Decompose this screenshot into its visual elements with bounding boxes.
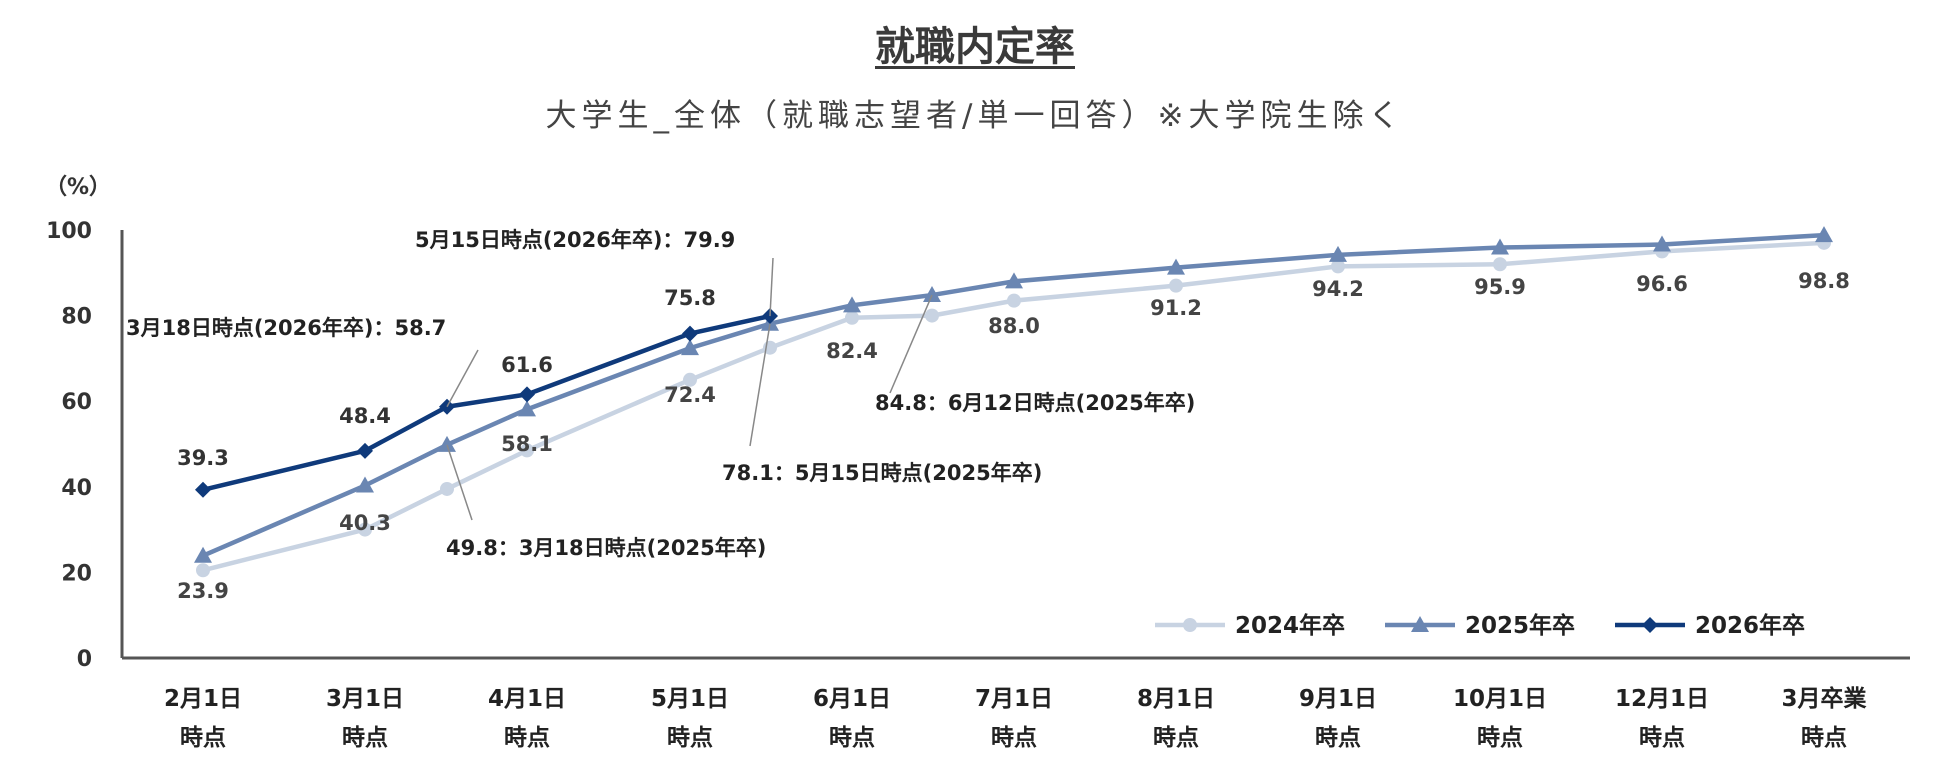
y-tick-label: 20 xyxy=(61,561,92,586)
data-label-2026: 61.6 xyxy=(501,353,553,377)
data-label-2024: 94.2 xyxy=(1312,277,1364,301)
data-point-2024年卒 xyxy=(358,522,372,537)
data-point-2024年卒 xyxy=(845,310,859,325)
data-point-2024年卒 xyxy=(520,443,534,458)
annotation-leader xyxy=(769,257,774,317)
y-tick-label: 0 xyxy=(77,647,92,672)
x-tick-label: 4月1日 xyxy=(488,686,566,712)
legend-label: 2025年卒 xyxy=(1465,612,1575,639)
data-label-2024: 40.3 xyxy=(339,511,391,535)
annotation-leader xyxy=(446,349,479,408)
data-point-2024年卒 xyxy=(925,308,939,323)
data-point-2024年卒 xyxy=(196,563,210,578)
data-point-2026年卒 xyxy=(357,442,373,459)
series-line-2026年卒 xyxy=(202,313,771,492)
data-point-2025年卒 xyxy=(518,400,536,417)
data-point-2024年卒 xyxy=(1007,293,1021,308)
annotation-leader xyxy=(446,444,473,521)
data-point-2025年卒 xyxy=(194,546,212,563)
x-tick-label-sub: 時点 xyxy=(1153,725,1199,751)
chart-title: 就職内定率 xyxy=(875,24,1075,70)
data-label-2024: 82.4 xyxy=(826,339,878,363)
data-point-2026年卒 xyxy=(682,325,698,342)
data-point-2024年卒 xyxy=(1493,257,1507,272)
x-tick-label-sub: 時点 xyxy=(667,725,713,751)
series-line-2024年卒 xyxy=(202,240,1825,573)
x-tick-label-sub: 時点 xyxy=(1801,725,1847,751)
data-label-2024: 91.2 xyxy=(1150,296,1202,320)
data-label-2024: 95.9 xyxy=(1474,275,1526,299)
y-tick-label: 60 xyxy=(61,390,92,415)
data-label-2024: 98.8 xyxy=(1798,269,1850,293)
x-tick-label-sub: 時点 xyxy=(342,725,388,751)
data-point-2025年卒 xyxy=(843,296,861,313)
x-tick-label: 9月1日 xyxy=(1299,686,1377,712)
y-tick-label: 100 xyxy=(46,219,92,244)
data-label-2026: 39.3 xyxy=(177,446,229,470)
x-tick-label: 3月1日 xyxy=(326,686,404,712)
annotation-label: 49.8：3月18日時点(2025年卒) xyxy=(446,536,766,560)
data-point-2025年卒 xyxy=(1815,226,1833,243)
data-point-2024年卒 xyxy=(1331,259,1345,274)
x-tick-label: 2月1日 xyxy=(164,686,242,712)
data-label-2024: 58.1 xyxy=(501,432,553,456)
data-point-2025年卒 xyxy=(438,435,456,452)
x-tick-label: 12月1日 xyxy=(1615,686,1709,712)
x-tick-label-sub: 時点 xyxy=(1315,725,1361,751)
data-point-2024年卒 xyxy=(1169,278,1183,293)
x-tick-label: 6月1日 xyxy=(813,686,891,712)
data-label-2026: 48.4 xyxy=(339,404,391,428)
data-point-2025年卒 xyxy=(1167,258,1185,275)
y-tick-label: 40 xyxy=(61,476,92,501)
data-point-2025年卒 xyxy=(681,339,699,356)
data-point-2025年卒 xyxy=(1491,238,1509,255)
annotation-label: 3月18日時点(2026年卒)：58.7 xyxy=(126,316,446,340)
legend-marker-2025年卒 xyxy=(1411,616,1429,632)
x-tick-label-sub: 時点 xyxy=(1477,725,1523,751)
data-point-2024年卒 xyxy=(440,481,454,496)
x-tick-label-sub: 時点 xyxy=(504,725,550,751)
data-point-2026年卒 xyxy=(519,386,535,403)
data-label-2024: 72.4 xyxy=(664,383,716,407)
x-tick-label-sub: 時点 xyxy=(180,725,226,751)
x-tick-label: 3月卒業 xyxy=(1781,685,1867,712)
series-line-2025年卒 xyxy=(202,232,1825,558)
data-label-2024: 88.0 xyxy=(988,314,1040,338)
data-point-2024年卒 xyxy=(683,372,697,387)
annotation-label: 78.1：5月15日時点(2025年卒) xyxy=(722,461,1042,485)
x-tick-label: 10月1日 xyxy=(1453,686,1547,712)
data-point-2025年卒 xyxy=(1329,245,1347,262)
data-point-2025年卒 xyxy=(1653,235,1671,252)
y-tick-label: 80 xyxy=(61,305,92,330)
x-tick-label-sub: 時点 xyxy=(829,725,875,751)
y-axis-unit: （%） xyxy=(45,175,111,200)
x-tick-label: 7月1日 xyxy=(975,686,1053,712)
data-point-2025年卒 xyxy=(356,476,374,493)
chart-subtitle: 大学生_全体（就職志望者/単一回答）※大学院生除く xyxy=(545,98,1405,134)
annotation-label: 5月15日時点(2026年卒)：79.9 xyxy=(415,228,735,252)
annotation-leader xyxy=(749,323,771,447)
data-label-2024: 96.6 xyxy=(1636,272,1688,296)
legend-marker-2024年卒 xyxy=(1183,618,1197,632)
data-label-2024: 23.9 xyxy=(177,579,229,603)
data-point-2026年卒 xyxy=(195,481,211,498)
legend-marker-2026年卒 xyxy=(1642,617,1658,633)
x-tick-label: 5月1日 xyxy=(651,686,729,712)
data-point-2025年卒 xyxy=(923,286,941,303)
x-tick-label: 8月1日 xyxy=(1137,686,1215,712)
x-tick-label-sub: 時点 xyxy=(1639,725,1685,751)
annotation-leader xyxy=(889,294,933,394)
annotation-label: 84.8：6月12日時点(2025年卒) xyxy=(875,391,1195,415)
data-label-2026: 75.8 xyxy=(664,286,716,310)
legend-label: 2026年卒 xyxy=(1695,612,1805,639)
legend-label: 2024年卒 xyxy=(1235,612,1345,639)
x-tick-label-sub: 時点 xyxy=(991,725,1037,751)
data-point-2025年卒 xyxy=(1005,272,1023,289)
